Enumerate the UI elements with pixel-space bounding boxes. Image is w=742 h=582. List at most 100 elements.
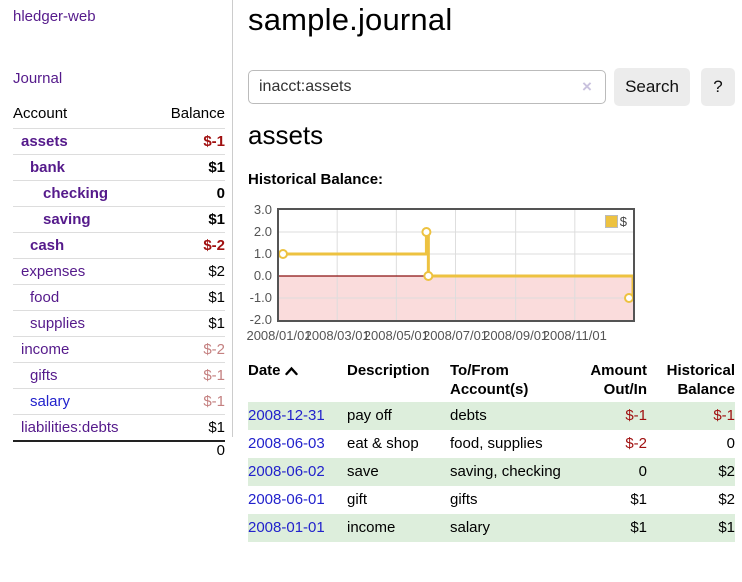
account-link[interactable]: food (30, 289, 60, 306)
account-balance: $1 (153, 154, 225, 181)
chart-title: Historical Balance: (248, 171, 384, 188)
register-column-header[interactable]: Description (345, 360, 450, 402)
page-title: sample.journal (248, 2, 453, 37)
account-link[interactable]: saving (43, 211, 91, 228)
transaction-balance-cell: $2 (718, 491, 735, 508)
legend-label: $ (619, 214, 627, 229)
account-link[interactable]: supplies (30, 315, 86, 332)
account-link[interactable]: bank (30, 159, 66, 176)
account-link[interactable]: gifts (30, 367, 58, 384)
transaction-description-cell: income (347, 519, 396, 536)
account-balance: $1 (153, 284, 225, 311)
register-column-label: Historical Balance (666, 362, 735, 398)
historical-balance-chart: $ 3.0 2.0 1.0 0.0 -1.0 -2.0 2008/01/01 2008/03/… (240, 200, 710, 348)
data-point-marker (624, 293, 633, 303)
x-axis-tick-label: 2008/09/01 (483, 328, 549, 343)
transaction-date-cell: 2008-06-02 (248, 458, 345, 486)
transaction-date-link[interactable]: 2008-06-03 (248, 435, 325, 452)
register-table: Date Description To/From Account(s) Amount … (248, 360, 735, 542)
transaction-balance-cell: 0 (726, 435, 735, 452)
x-axis-tick-label: 2008/07/01 (422, 328, 489, 343)
account-balance: $-2 (153, 232, 225, 259)
x-axis-tick-label: 2008/01/01 (246, 328, 312, 343)
account-total-row: 0 (13, 440, 225, 459)
register-column-label: Description (347, 362, 430, 379)
account-row: assets $-1 (13, 128, 225, 155)
chart-plot-area: $ (277, 208, 635, 322)
register-row: 2008-01-01 income salary $1 $1 (248, 514, 735, 542)
y-axis-tick-label: 3.0 (253, 202, 272, 217)
account-tree-header: Account Balance (13, 100, 225, 129)
clear-search-icon[interactable]: × (582, 77, 592, 96)
transaction-amount-cell: $1 (630, 519, 647, 536)
x-axis-tick-label: 2008/05/01 (363, 328, 429, 343)
sidebar-item-journal[interactable]: Journal (13, 70, 63, 87)
account-balance: $1 (153, 310, 225, 337)
register-column-header[interactable]: Date (248, 360, 345, 402)
register-column-label: To/From Account(s) (450, 362, 529, 398)
account-tree-body: assets $-1 bank $1 checking 0 saving $1 cash $-2 e… (13, 128, 225, 441)
transaction-amount-cell: $-2 (625, 435, 647, 452)
register-header-row: Date Description To/From Account(s) Amount … (248, 360, 735, 402)
transaction-balance-cell: $1 (718, 519, 735, 536)
register-column-label: Date (248, 362, 281, 379)
transaction-accounts-cell: saving, checking (450, 463, 561, 480)
account-balance: $-1 (153, 128, 225, 155)
transaction-accounts-cell: food, supplies (450, 435, 543, 452)
account-row: saving $1 (13, 206, 225, 233)
account-link[interactable]: income (21, 341, 70, 358)
transaction-date-link[interactable]: 2008-06-01 (248, 491, 325, 508)
account-link[interactable]: cash (30, 237, 65, 254)
transaction-date-cell: 2008-01-01 (248, 514, 345, 542)
account-link[interactable]: checking (43, 185, 109, 202)
transaction-accounts-cell: gifts (450, 491, 478, 508)
transaction-date-cell: 2008-06-01 (248, 486, 345, 514)
transaction-date-link[interactable]: 2008-06-02 (248, 463, 325, 480)
account-balance: $-2 (153, 336, 225, 363)
y-axis-tick-label: -1.0 (249, 290, 272, 305)
chart-legend: $ (602, 213, 629, 230)
register-column-header[interactable]: Amount Out/In (562, 360, 647, 402)
app-brand-link[interactable]: hledger-web (13, 8, 96, 25)
account-link[interactable]: liabilities:debts (21, 419, 119, 436)
account-balance: $-1 (153, 388, 225, 415)
transaction-balance-cell: $2 (718, 463, 735, 480)
account-link[interactable]: salary (30, 393, 71, 410)
help-button[interactable]: ? (701, 68, 735, 106)
account-balance: $1 (153, 414, 225, 441)
account-row: gifts $-1 (13, 362, 225, 389)
account-row: bank $1 (13, 154, 225, 181)
sort-caret-up-icon (284, 366, 298, 376)
data-point-marker (279, 249, 288, 259)
search-input[interactable] (248, 70, 606, 104)
transaction-date-link[interactable]: 2008-01-01 (248, 519, 325, 536)
account-balance: $2 (153, 258, 225, 285)
account-row: income $-2 (13, 336, 225, 363)
account-column-header: Account (13, 105, 68, 122)
transaction-date-link[interactable]: 2008-12-31 (248, 407, 325, 424)
transaction-accounts-cell: debts (450, 407, 487, 424)
register-column-header[interactable]: Historical Balance (647, 360, 735, 402)
account-link[interactable]: assets (21, 133, 68, 150)
account-link[interactable]: expenses (21, 263, 86, 280)
account-tree: Account Balance assets $-1 bank $1 checking 0… (13, 100, 225, 459)
search-button[interactable]: Search (614, 68, 690, 106)
x-axis-tick-label: 2008/03/01 (304, 328, 370, 343)
account-balance: $-1 (153, 362, 225, 389)
data-point-marker (423, 271, 434, 281)
register-column-header[interactable]: To/From Account(s) (450, 360, 562, 402)
sidebar: hledger-web Journal Account Balance asse… (0, 0, 233, 459)
account-row: supplies $1 (13, 310, 225, 337)
transaction-accounts-cell: salary (450, 519, 491, 536)
spacer (13, 440, 154, 459)
y-axis-tick-label: -2.0 (249, 312, 272, 327)
account-row: salary $-1 (13, 388, 225, 415)
register-row: 2008-06-01 gift gifts $1 $2 (248, 486, 735, 514)
register-row: 2008-06-03 eat & shop food, supplies $-2 0 (248, 430, 735, 458)
register-row: 2008-12-31 pay off debts $-1 $-1 (248, 402, 735, 430)
account-total-value: 0 (153, 440, 225, 459)
balance-chart-svg (279, 210, 633, 320)
balance-column-header: Balance (170, 105, 225, 122)
y-axis-tick-label: 0.0 (253, 268, 272, 283)
transaction-date-cell: 2008-06-03 (248, 430, 345, 458)
